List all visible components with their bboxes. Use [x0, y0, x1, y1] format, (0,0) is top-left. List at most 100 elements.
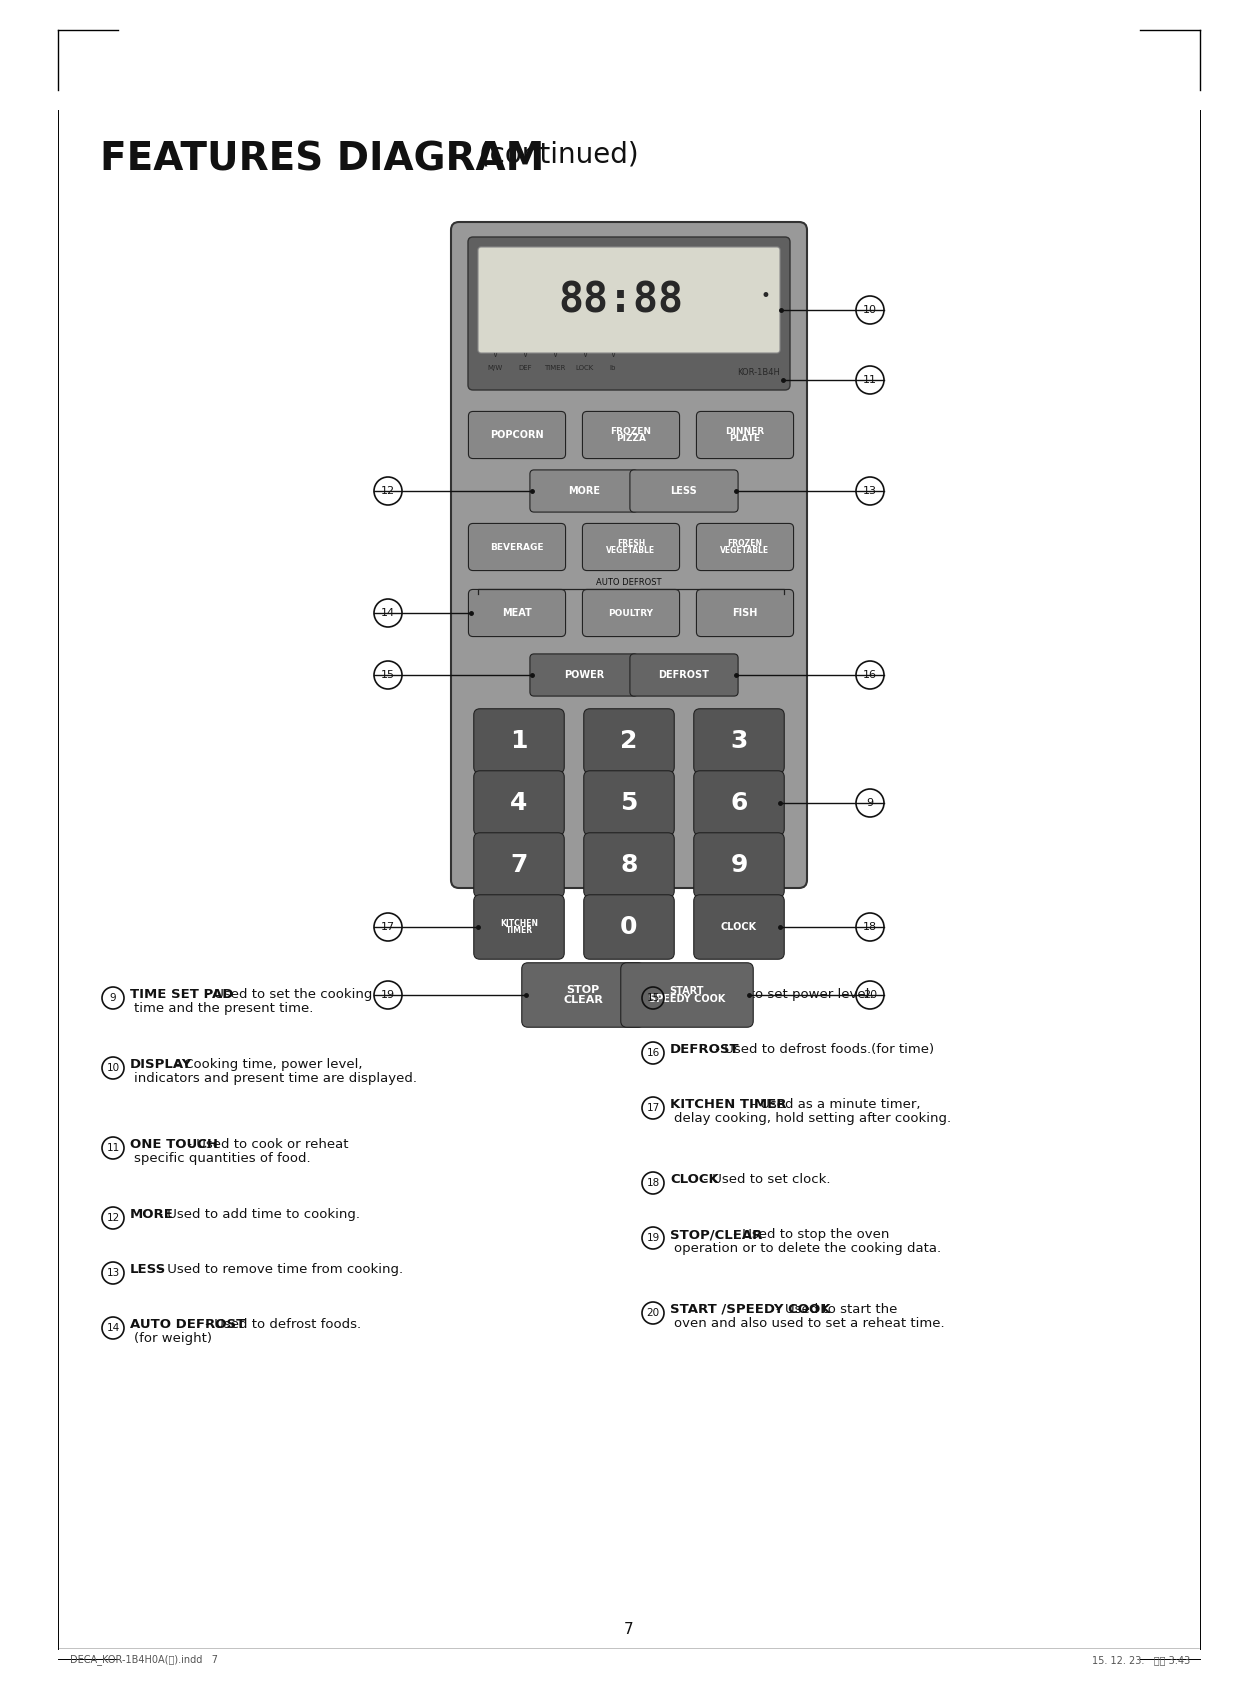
Text: POPCORN: POPCORN: [491, 431, 543, 441]
FancyBboxPatch shape: [697, 412, 794, 458]
Text: 17: 17: [381, 922, 395, 932]
Text: 1: 1: [511, 730, 528, 753]
Text: - Used to start the: - Used to start the: [776, 1302, 897, 1316]
Text: indicators and present time are displayed.: indicators and present time are displaye…: [135, 1073, 416, 1086]
Text: FROZEN: FROZEN: [727, 539, 762, 549]
Text: - Cooking time, power level,: - Cooking time, power level,: [171, 1057, 362, 1071]
Text: KOR-1B4H: KOR-1B4H: [737, 368, 780, 377]
FancyBboxPatch shape: [474, 833, 565, 897]
Text: POULTRY: POULTRY: [609, 608, 653, 618]
Text: 13: 13: [107, 1268, 120, 1279]
Text: START /SPEEDY COOK: START /SPEEDY COOK: [671, 1302, 830, 1316]
Text: - Used to defrost foods.: - Used to defrost foods.: [201, 1317, 361, 1331]
Text: - Used to set power level.: - Used to set power level.: [699, 988, 874, 1002]
Text: CLOCK: CLOCK: [721, 922, 757, 932]
Text: 6: 6: [731, 790, 747, 816]
Text: MEAT: MEAT: [502, 608, 532, 618]
Text: - Used to stop the oven: - Used to stop the oven: [728, 1228, 889, 1241]
Text: 15: 15: [381, 671, 395, 681]
Text: FEATURES DIAGRAM: FEATURES DIAGRAM: [99, 140, 545, 177]
Text: STOP/CLEAR: STOP/CLEAR: [671, 1228, 762, 1241]
Text: PIZZA: PIZZA: [616, 434, 647, 443]
Text: specific quantities of food.: specific quantities of food.: [135, 1152, 311, 1165]
Text: ∨: ∨: [492, 351, 498, 358]
Text: LOCK: LOCK: [576, 365, 594, 372]
Text: KITCHEN TIMER: KITCHEN TIMER: [671, 1098, 786, 1111]
Text: ∨: ∨: [522, 351, 527, 358]
Text: - Used as a minute timer,: - Used as a minute timer,: [746, 1098, 920, 1111]
Text: 15. 12. 23.   오후 3:43: 15. 12. 23. 오후 3:43: [1092, 1655, 1190, 1665]
Text: LESS: LESS: [130, 1263, 166, 1275]
Text: PLATE: PLATE: [730, 434, 761, 443]
Text: 9: 9: [109, 993, 116, 1003]
Text: 12: 12: [107, 1213, 120, 1223]
FancyBboxPatch shape: [474, 770, 565, 836]
FancyBboxPatch shape: [693, 709, 784, 774]
FancyBboxPatch shape: [474, 895, 565, 959]
FancyBboxPatch shape: [582, 412, 679, 458]
Text: - Used to cook or reheat: - Used to cook or reheat: [182, 1138, 348, 1150]
Text: •: •: [760, 287, 770, 306]
Text: 7: 7: [511, 853, 527, 877]
Text: 20: 20: [863, 990, 877, 1000]
Text: 14: 14: [107, 1322, 120, 1333]
Text: 12: 12: [381, 486, 395, 497]
FancyBboxPatch shape: [478, 247, 780, 353]
Text: FRESH: FRESH: [616, 539, 645, 549]
FancyBboxPatch shape: [693, 895, 784, 959]
Text: 88:88: 88:88: [559, 279, 683, 321]
Text: POWER: POWER: [564, 671, 604, 681]
Text: 10: 10: [863, 306, 877, 316]
Text: 9: 9: [731, 853, 747, 877]
FancyBboxPatch shape: [468, 412, 566, 458]
FancyBboxPatch shape: [693, 833, 784, 897]
Text: 16: 16: [647, 1047, 659, 1057]
Text: CLEAR: CLEAR: [564, 995, 603, 1005]
Text: 18: 18: [647, 1177, 659, 1187]
FancyBboxPatch shape: [474, 709, 565, 774]
Text: 19: 19: [647, 1233, 659, 1243]
Text: 15: 15: [647, 993, 659, 1003]
FancyBboxPatch shape: [452, 221, 806, 888]
Text: M/W: M/W: [487, 365, 503, 372]
FancyBboxPatch shape: [582, 524, 679, 571]
FancyBboxPatch shape: [693, 770, 784, 836]
FancyBboxPatch shape: [630, 470, 738, 512]
Text: 13: 13: [863, 486, 877, 497]
Text: 2: 2: [620, 730, 638, 753]
Text: - Used to set clock.: - Used to set clock.: [699, 1172, 832, 1186]
FancyBboxPatch shape: [584, 895, 674, 959]
Text: FROZEN: FROZEN: [610, 427, 652, 436]
Text: TIMER: TIMER: [545, 365, 566, 372]
Text: 18: 18: [863, 922, 877, 932]
Text: ONE TOUCH: ONE TOUCH: [130, 1138, 218, 1150]
FancyBboxPatch shape: [620, 963, 754, 1027]
Text: VEGETABLE: VEGETABLE: [721, 546, 770, 554]
Text: 20: 20: [647, 1307, 659, 1317]
Text: SPEEDY COOK: SPEEDY COOK: [649, 995, 725, 1003]
Text: START: START: [669, 986, 704, 997]
FancyBboxPatch shape: [584, 709, 674, 774]
Text: 3: 3: [731, 730, 747, 753]
Text: 9: 9: [867, 797, 873, 807]
Text: CLOCK: CLOCK: [671, 1172, 718, 1186]
Text: 16: 16: [863, 671, 877, 681]
Text: oven and also used to set a reheat time.: oven and also used to set a reheat time.: [674, 1317, 945, 1331]
FancyBboxPatch shape: [697, 589, 794, 637]
Text: DECA_KOR-1B4H0A(영).indd   7: DECA_KOR-1B4H0A(영).indd 7: [70, 1655, 218, 1665]
FancyBboxPatch shape: [530, 470, 638, 512]
Text: DEFROST: DEFROST: [671, 1044, 740, 1056]
Text: 17: 17: [647, 1103, 659, 1113]
FancyBboxPatch shape: [630, 654, 738, 696]
Text: TIME SET PAD: TIME SET PAD: [130, 988, 234, 1002]
FancyBboxPatch shape: [584, 833, 674, 897]
Text: VEGETABLE: VEGETABLE: [606, 546, 655, 554]
Text: 14: 14: [381, 608, 395, 618]
FancyBboxPatch shape: [530, 654, 638, 696]
FancyBboxPatch shape: [468, 589, 566, 637]
Text: 10: 10: [107, 1062, 120, 1073]
Text: operation or to delete the cooking data.: operation or to delete the cooking data.: [674, 1241, 941, 1255]
Text: 5: 5: [620, 790, 638, 816]
Text: - Used to remove time from cooking.: - Used to remove time from cooking.: [153, 1263, 403, 1275]
Text: 11: 11: [863, 375, 877, 385]
